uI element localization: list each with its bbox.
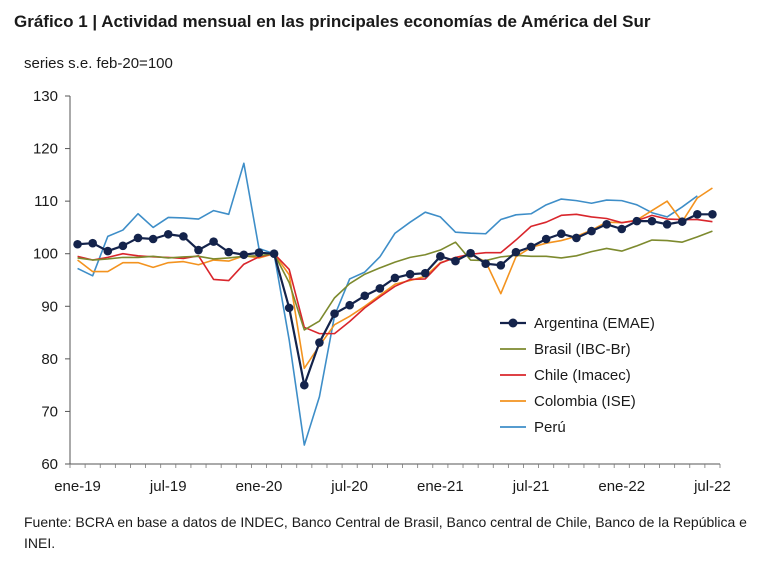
x-tick-label: jul-22: [693, 478, 731, 495]
data-point: [118, 241, 128, 251]
data-point: [481, 259, 490, 269]
x-tick-label: ene-20: [236, 478, 283, 495]
data-point: [239, 250, 249, 260]
data-point: [496, 260, 506, 270]
x-tick-label: ene-21: [417, 478, 464, 495]
legend-item: Perú: [500, 419, 566, 436]
data-point: [345, 300, 354, 310]
data-point: [163, 229, 173, 239]
data-point: [73, 239, 82, 249]
data-point: [390, 273, 400, 283]
y-tick-label: 70: [41, 403, 58, 420]
series-lines: [73, 162, 717, 446]
data-point: [224, 247, 234, 257]
chart-title: Gráfico 1 | Actividad mensual en las pri…: [14, 12, 651, 31]
data-point: [436, 252, 445, 261]
data-point: [511, 247, 521, 257]
data-point: [179, 232, 188, 241]
y-tick-label: 110: [34, 193, 58, 210]
y-tick-label: 60: [41, 456, 58, 473]
series-line: [77, 162, 698, 446]
series-line: [77, 213, 713, 335]
data-point: [103, 246, 113, 256]
data-point: [541, 234, 551, 244]
line-chart: 60 70 80 90 100 110 120 130 ene-19 jul-19 ene-20 ju…: [33, 88, 731, 495]
legend-item: Chile (Imacec): [500, 367, 631, 384]
data-point: [330, 309, 339, 318]
y-tick-label: 80: [41, 351, 58, 368]
source-note: Fuente: BCRA en base a datos de INDEC, B…: [24, 514, 747, 551]
series-line: [77, 213, 713, 387]
axes: 60 70 80 90 100 110 120 130 ene-19 jul-19 ene-20 ju…: [33, 88, 731, 495]
legend-label: Colombia (ISE): [534, 393, 636, 410]
x-tick-label: jul-21: [512, 478, 550, 495]
data-point: [677, 217, 687, 226]
legend-item: Argentina (EMAE): [500, 315, 655, 332]
x-tick-label: jul-19: [149, 478, 187, 495]
data-point: [602, 219, 611, 229]
series-line: [77, 230, 713, 331]
data-point: [466, 248, 475, 258]
data-point: [647, 216, 657, 226]
data-point: [133, 233, 143, 243]
data-point: [587, 226, 596, 236]
y-tick-label: 120: [33, 141, 58, 158]
data-point: [420, 268, 430, 278]
data-point: [693, 209, 702, 219]
legend-label: Brasil (IBC-Br): [534, 341, 631, 358]
data-point: [254, 248, 264, 257]
data-point: [269, 249, 279, 259]
data-point: [284, 303, 294, 313]
chart-subtitle: series s.e. feb-20=100: [24, 55, 173, 72]
data-point: [148, 234, 158, 244]
y-tick-label: 100: [33, 246, 58, 263]
data-point: [451, 256, 460, 266]
data-point: [194, 245, 203, 255]
legend-marker: [508, 318, 518, 328]
data-point: [209, 237, 218, 246]
data-point: [708, 209, 717, 219]
legend-item: Colombia (ISE): [500, 393, 636, 410]
y-tick-label: 130: [33, 88, 58, 105]
data-point: [405, 269, 415, 279]
data-point: [88, 238, 97, 248]
data-point: [300, 380, 309, 390]
legend-label: Chile (Imacec): [534, 367, 631, 384]
data-point: [662, 219, 672, 229]
data-point: [526, 242, 536, 252]
data-point: [632, 216, 642, 226]
data-point: [315, 338, 324, 347]
legend: Argentina (EMAE) Brasil (IBC-Br) Chile (Im…: [500, 315, 655, 436]
y-tick-label: 90: [41, 298, 58, 315]
legend-label: Perú: [534, 419, 566, 436]
data-point: [556, 229, 566, 239]
x-tick-label: ene-19: [54, 478, 101, 495]
x-tick-label: jul-20: [330, 478, 368, 495]
data-point: [360, 291, 370, 301]
x-tick-label: ene-22: [598, 478, 645, 495]
legend-label: Argentina (EMAE): [534, 315, 655, 332]
data-point: [617, 224, 627, 234]
data-point: [572, 233, 581, 243]
data-point: [375, 284, 385, 293]
legend-item: Brasil (IBC-Br): [500, 341, 631, 358]
